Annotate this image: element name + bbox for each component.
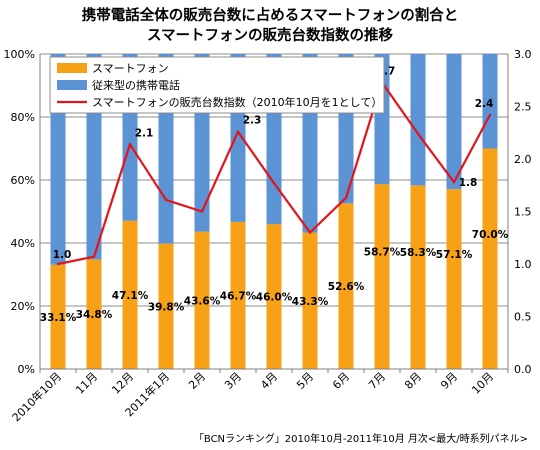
bar-data-label: 33.1%: [40, 312, 77, 324]
line-point: [128, 143, 132, 146]
bar-data-label: 34.8%: [76, 309, 113, 321]
bar-smartphone: [230, 221, 246, 369]
bar-data-label: 70.0%: [472, 229, 509, 241]
x-tick-label: 6月: [330, 370, 352, 392]
bar-smartphone: [338, 203, 354, 369]
bar-smartphone: [122, 220, 138, 369]
x-tick-label: 3月: [222, 370, 244, 392]
legend-box: [49, 56, 385, 114]
y-left-tick-label: 100%: [4, 48, 35, 61]
y-right-tick-label: 3.0: [514, 48, 532, 61]
bar-smartphone: [266, 224, 282, 369]
y-right-tick-label: 1.5: [514, 206, 532, 219]
y-right-tick-label: 2.0: [514, 153, 532, 166]
x-tick-label: 10月: [469, 370, 496, 397]
x-tick-label: 12月: [109, 370, 136, 397]
bar-data-label: 46.7%: [220, 290, 257, 302]
line-data-label: 1.0: [53, 249, 72, 261]
bar-smartphone: [50, 264, 66, 369]
x-tick-label: 7月: [366, 370, 388, 392]
bar-data-label: 46.0%: [256, 292, 293, 304]
y-left-tick-label: 20%: [11, 300, 35, 313]
bar-data-label: 43.3%: [292, 296, 329, 308]
bar-smartphone: [302, 232, 318, 369]
bar-smartphone: [158, 243, 174, 369]
bar-feature-phone: [446, 54, 462, 190]
legend: スマートフォン従来型の携帯電話スマートフォンの販売台数指数（2010年10月を1…: [49, 56, 385, 114]
bars: [50, 54, 498, 369]
line-point: [200, 210, 204, 213]
legend-label: 従来型の携帯電話: [92, 78, 180, 92]
x-tick-label: 2010年10月: [9, 369, 64, 424]
bar-feature-phone: [410, 54, 426, 186]
legend-swatch-feature-phone: [57, 80, 87, 90]
y-right-tick-label: 0.0: [514, 363, 532, 376]
legend-swatch-smartphone: [57, 63, 87, 73]
line-data-label: 1.8: [459, 177, 478, 189]
y-right-tick-label: 1.0: [514, 258, 532, 271]
bar-smartphone: [410, 185, 426, 369]
chart-title-line-2: スマートフォンの販売台数指数の推移: [147, 26, 394, 44]
bar-data-label: 47.1%: [112, 290, 149, 302]
line-point: [164, 198, 168, 202]
line-point: [416, 132, 420, 135]
line-data-label: 2.1: [135, 127, 154, 139]
y-left-tick-label: 40%: [11, 237, 35, 250]
y-left-tick-label: 0%: [18, 363, 35, 376]
x-tick-label: 4月: [258, 370, 280, 392]
line-point: [344, 196, 348, 200]
x-tick-label: 2月: [186, 370, 208, 392]
data-labels: 33.1% 34.8% 47.1%39.8% 43.6% 46.7% 46.0% 43.3%…: [40, 65, 509, 324]
legend-label: スマートフォン: [92, 62, 169, 75]
line-point: [272, 181, 276, 185]
bar-data-label: 58.7%: [364, 247, 401, 259]
line-point: [452, 180, 456, 184]
line-data-label: 2.4: [475, 98, 494, 110]
bar-smartphone: [446, 189, 462, 369]
bar-smartphone: [374, 184, 390, 369]
line-point: [308, 231, 312, 234]
y-right-tick-label: 0.5: [514, 311, 532, 324]
bar-feature-phone: [482, 54, 498, 149]
line-point: [236, 130, 240, 133]
line-point: [488, 113, 492, 117]
line-data-label: 2.3: [243, 115, 262, 127]
bar-data-label: 52.6%: [328, 281, 365, 293]
bar-smartphone: [482, 148, 498, 369]
y-right-tick-label: 2.5: [514, 101, 532, 114]
y-left-tick-label: 60%: [11, 174, 35, 187]
bar-smartphone: [86, 259, 102, 369]
bar-smartphone: [194, 231, 210, 369]
bar-data-label: 57.1%: [436, 249, 473, 261]
line-point: [56, 262, 60, 266]
x-tick-label: 9月: [438, 370, 460, 392]
legend-label: スマートフォンの販売台数指数（2010年10月を1として）: [92, 95, 382, 109]
chart-title-line-1: 携帯電話全体の販売台数に占めるスマートフォンの割合と: [82, 6, 459, 24]
bar-data-label: 58.3%: [400, 247, 437, 259]
x-tick-label: 11月: [73, 370, 100, 397]
x-tick-label: 5月: [294, 370, 316, 392]
bar-data-label: 39.8%: [148, 301, 185, 313]
line-point: [92, 255, 96, 258]
bar-data-label: 43.6%: [184, 295, 221, 307]
source-note: 「BCNランキング」2010年10月-2011年10月 月次<最大/時系列パネル…: [194, 432, 528, 445]
x-tick-label: 8月: [402, 370, 424, 392]
y-left-tick-label: 80%: [11, 111, 35, 124]
